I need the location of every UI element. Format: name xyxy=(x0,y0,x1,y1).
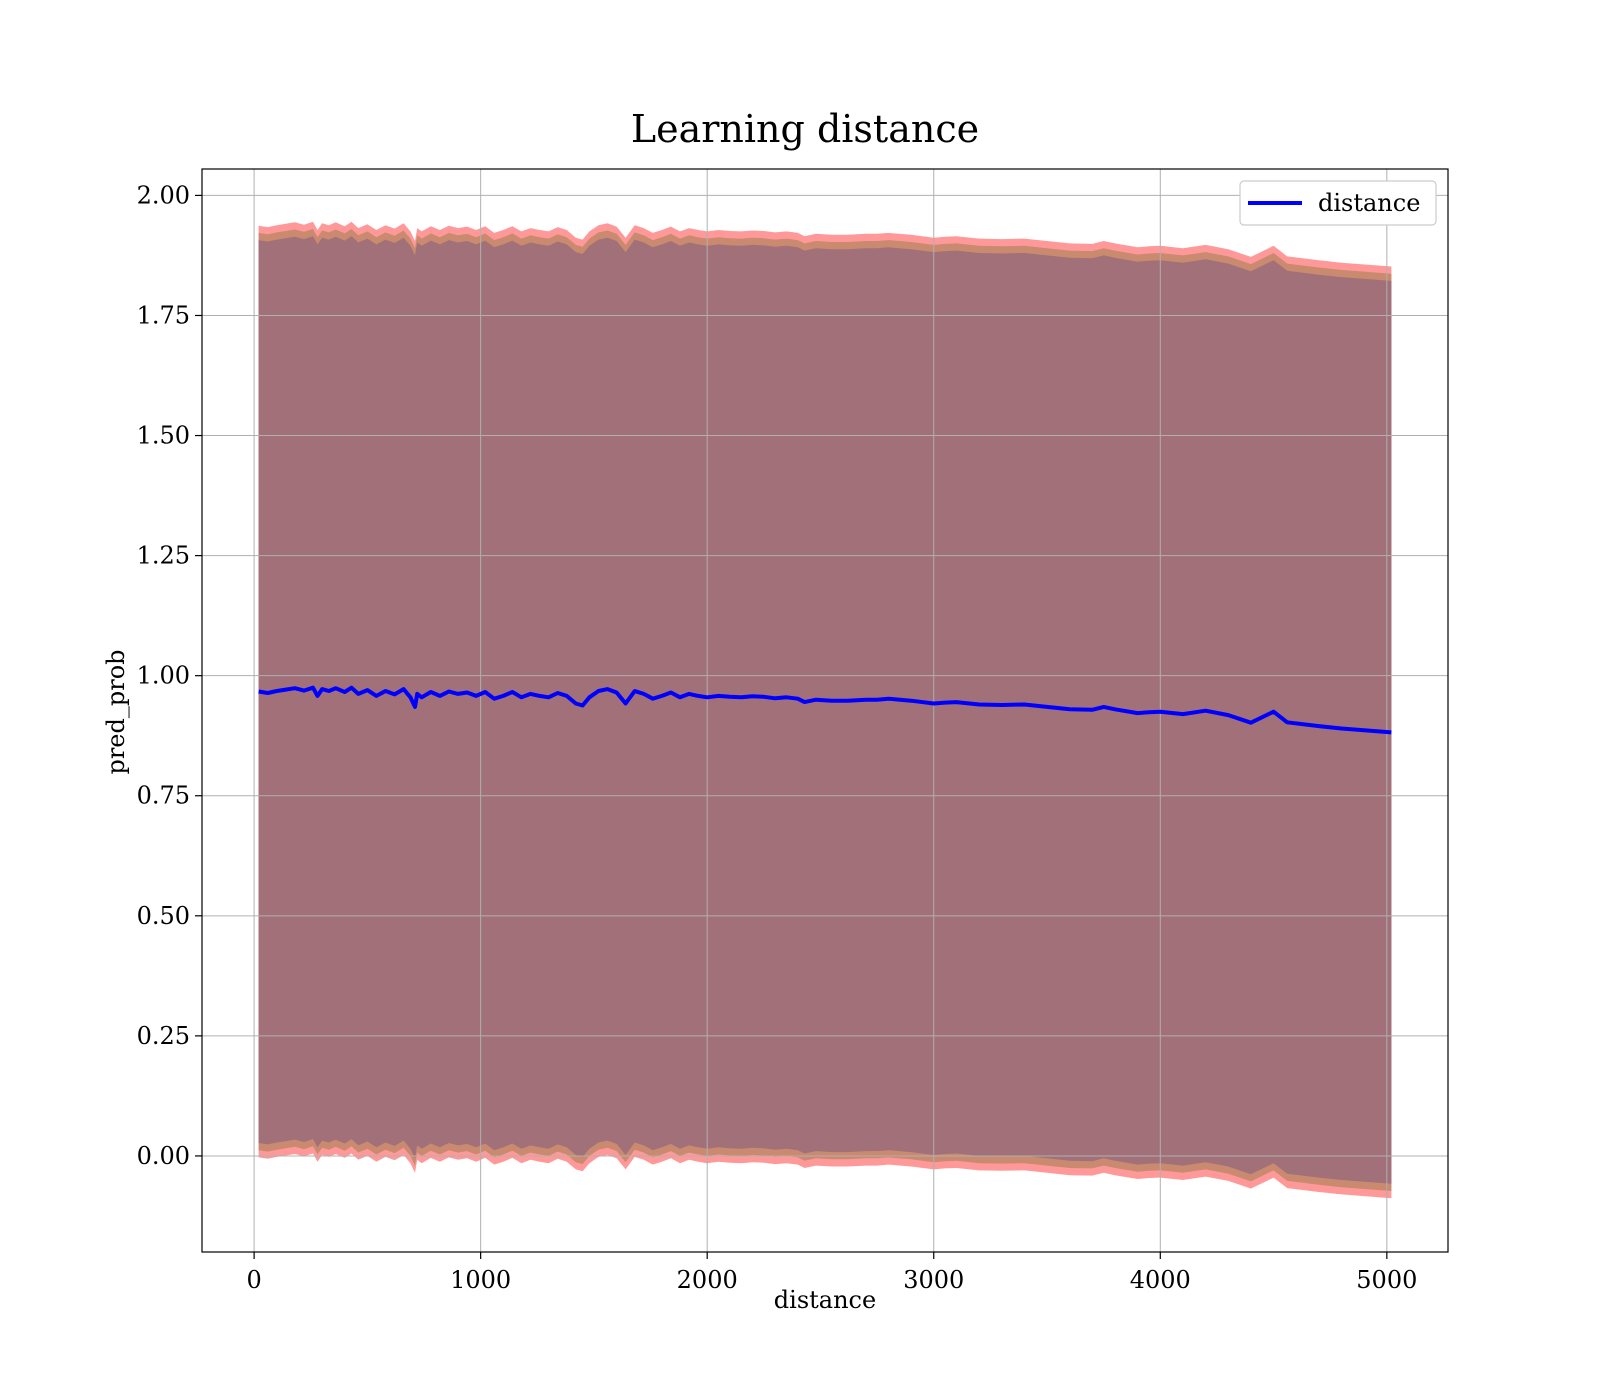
plot-frame xyxy=(201,168,1449,1253)
y-tick-label: 1.75 xyxy=(137,301,190,329)
y-tick-label: 0.50 xyxy=(137,902,190,930)
x-tick-label: 3000 xyxy=(903,1266,964,1294)
y-tick-label: 1.00 xyxy=(137,662,190,690)
y-tick-label: 1.25 xyxy=(137,542,190,570)
y-tick-label: 0.75 xyxy=(137,782,190,810)
x-tick-label: 4000 xyxy=(1130,1266,1191,1294)
x-tick-label: 1000 xyxy=(450,1266,511,1294)
y-axis-label: pred_prob xyxy=(102,649,130,774)
band-inner xyxy=(258,236,1392,1184)
y-tick-label: 2.00 xyxy=(137,181,190,209)
legend: distance xyxy=(1239,180,1437,226)
x-tick-label: 5000 xyxy=(1356,1266,1417,1294)
plot-area: 0 1000 2000 3000 4000 5000 0.00 0.25 0.50 0.75 1.0… xyxy=(137,168,1449,1294)
series-line-distance xyxy=(258,685,1392,735)
y-tick-label: 0.25 xyxy=(137,1022,190,1050)
y-tick-label: 1.50 xyxy=(137,422,190,450)
x-tick-label: 0 xyxy=(246,1266,261,1294)
legend-label-distance: distance xyxy=(1318,189,1420,217)
chart-title: Learning distance xyxy=(631,107,979,151)
legend-box xyxy=(1239,180,1437,226)
y-tick-label: 0.00 xyxy=(137,1142,190,1170)
x-axis-label: distance xyxy=(774,1286,876,1314)
x-tick-label: 2000 xyxy=(677,1266,738,1294)
